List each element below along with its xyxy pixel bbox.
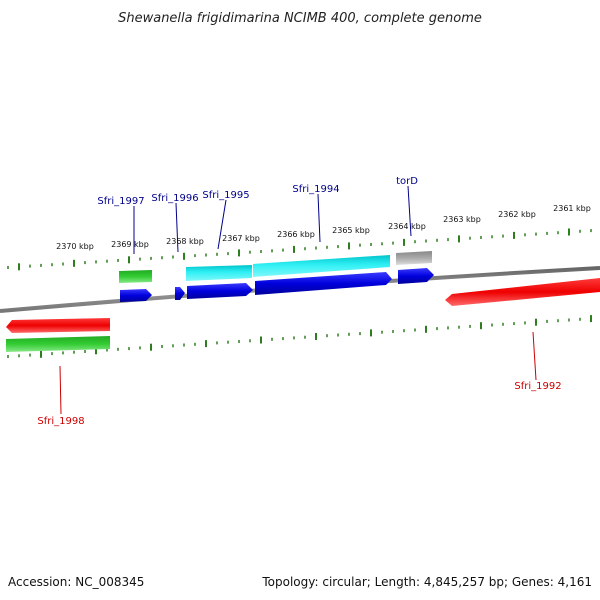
gene-label-sfri-1994[interactable]: Sfri_1994 [292,184,339,195]
cds-arrow-1995[interactable] [187,283,253,299]
gene-label-sfri-1996[interactable]: Sfri_1996 [151,193,198,204]
gene-label-sfri-1992[interactable]: Sfri_1992 [514,381,561,392]
map-title: Shewanella frigidimarina NCIMB 400, comp… [118,11,482,26]
cds-arrow-1992[interactable] [445,278,600,306]
tick-label: 2366 kbp [277,230,315,239]
gene-label-sfri-1998[interactable]: Sfri_1998 [37,416,84,427]
tick-label: 2364 kbp [388,222,426,231]
cds-arrow-1994[interactable] [255,272,392,295]
leader-tord [407,185,412,237]
cds-arrow-tord[interactable] [398,268,434,284]
tick-label: 2363 kbp [443,215,481,224]
rna-feature-1994[interactable] [253,255,390,277]
cds-arrow-1996[interactable] [175,287,185,300]
leader-sfri-1994 [317,193,321,243]
tick-marks-top [7,228,592,271]
cds-arrow-1998[interactable] [6,318,110,333]
tick-label: 2370 kbp [56,242,94,251]
green-feature-top[interactable] [119,270,152,283]
tick-label: 2361 kbp [553,204,591,213]
gene-label-tord[interactable]: torD [396,176,418,187]
tick-label: 2367 kbp [222,234,260,243]
leader-sfri-1992 [532,331,537,381]
leader-sfri-1995 [217,199,227,250]
cds-arrow-1997[interactable] [120,289,152,302]
gene-label-sfri-1995[interactable]: Sfri_1995 [202,190,249,201]
tick-label: 2369 kbp [111,240,149,249]
gene-label-sfri-1997[interactable]: Sfri_1997 [97,196,144,207]
gray-feature-tord[interactable] [396,251,432,265]
topology-text: Topology: circular; Length: 4,845,257 bp… [261,575,592,589]
leader-sfri-1996 [175,202,179,253]
tick-marks-bottom [7,315,592,358]
rna-feature-1995[interactable] [186,265,252,281]
tick-label: 2365 kbp [332,226,370,235]
leader-sfri-1998 [59,365,62,415]
green-feature-bottom[interactable] [6,336,110,352]
tick-label: 2368 kbp [166,237,204,246]
tick-label: 2362 kbp [498,210,536,219]
accession-text: Accession: NC_008345 [8,575,144,589]
